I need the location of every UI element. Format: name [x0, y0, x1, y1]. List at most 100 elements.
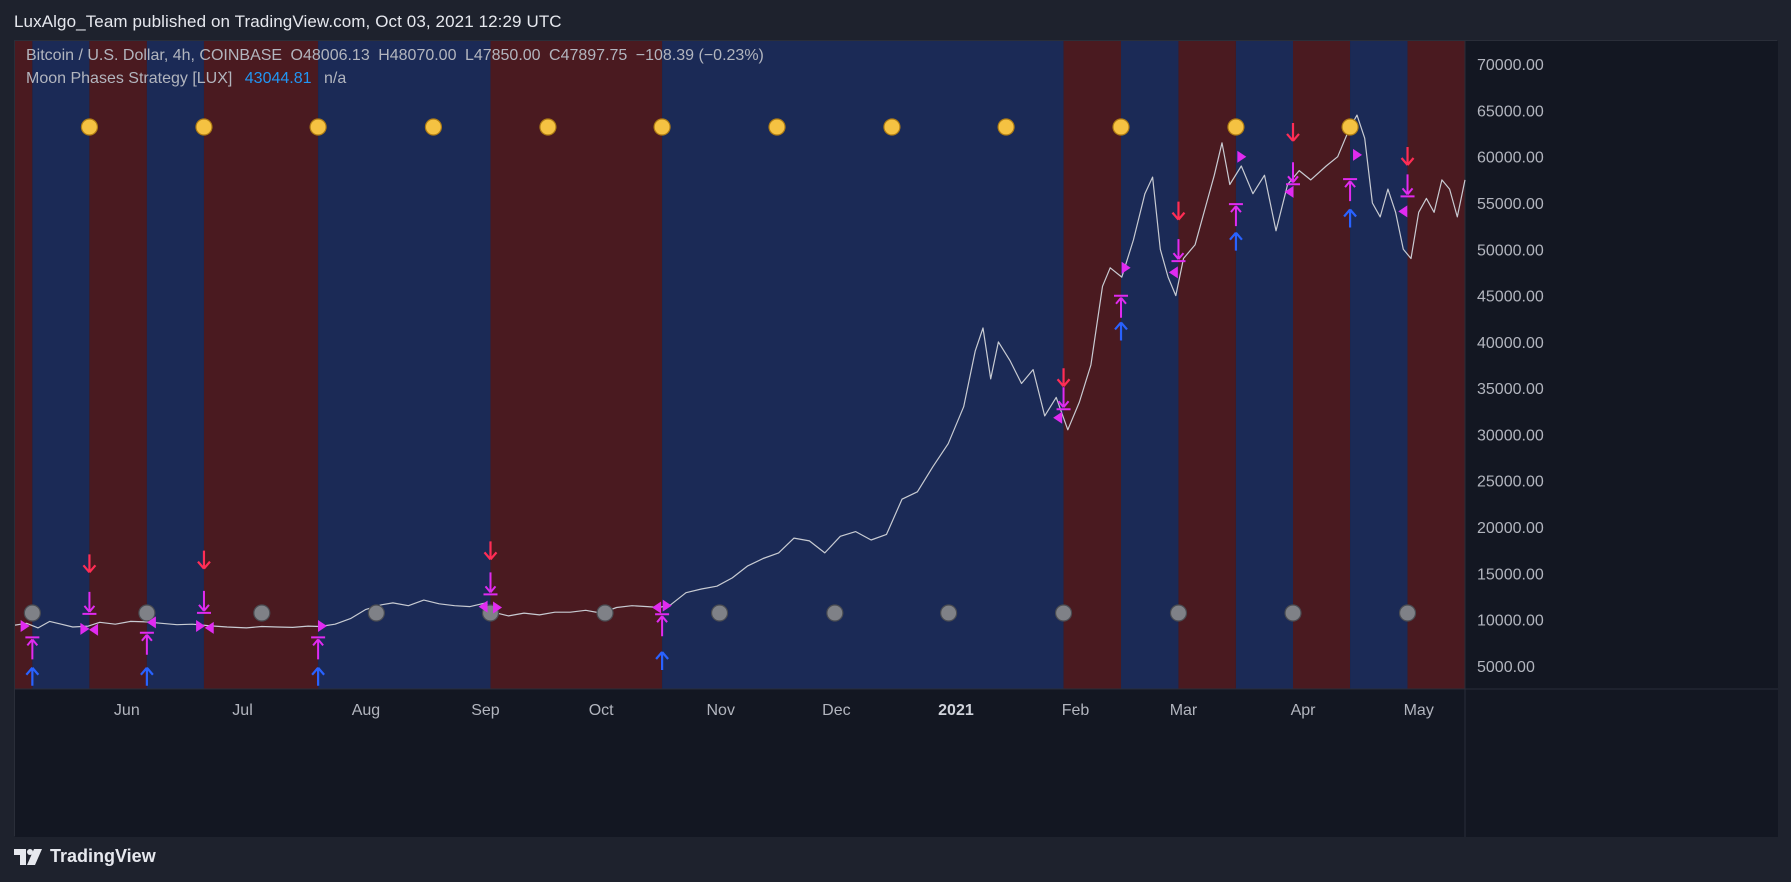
trade-right-triangle: [493, 601, 503, 614]
full-moon-icon: [195, 118, 213, 136]
price-axis-tick: 45000.00: [1477, 289, 1544, 306]
bearish-zone: [490, 41, 663, 689]
price-axis-tick: 50000.00: [1477, 242, 1544, 259]
time-axis-tick: Oct: [589, 702, 614, 719]
price-axis-tick: 20000.00: [1477, 520, 1544, 537]
long-entry-marker: [655, 613, 670, 637]
bearish-zone: [89, 41, 147, 689]
buy-arrow-icon: [311, 667, 325, 686]
bearish-zone: [1407, 41, 1465, 689]
price-chart[interactable]: 5000.00 10000.00 15000.00 20000.00 25000.00 3…: [15, 41, 1778, 837]
full-moon-icon: [539, 118, 557, 136]
buy-arrow-icon: [1229, 231, 1243, 251]
new-moon-icon: [253, 604, 271, 622]
full-moon-icon: [883, 118, 901, 136]
full-moon-icon: [768, 118, 786, 136]
footer-brand-label: TradingView: [50, 846, 156, 866]
short-entry-marker: [1400, 174, 1415, 198]
new-moon-icon: [367, 604, 385, 622]
price-axis-tick: 55000.00: [1477, 196, 1544, 213]
long-entry-marker: [139, 631, 154, 655]
bearish-zone: [1178, 41, 1236, 689]
price-axis-tick: 70000.00: [1477, 57, 1544, 74]
full-moon-icon: [997, 118, 1015, 136]
buy-arrow-icon: [1343, 208, 1357, 228]
price-axis-tick: 60000.00: [1477, 150, 1544, 167]
symbol-legend[interactable]: Bitcoin / U.S. Dollar, 4h, COINBASE O480…: [26, 47, 764, 65]
time-axis-tick: Mar: [1170, 702, 1198, 719]
footer-brand[interactable]: TradingView: [14, 846, 156, 867]
high-value: H48070.00: [378, 47, 457, 64]
short-entry-marker: [1056, 387, 1071, 411]
price-line: [15, 114, 1466, 629]
time-axis-tick: Sep: [471, 702, 500, 719]
long-entry-marker: [1228, 203, 1243, 227]
bearish-zone: [15, 41, 33, 689]
sell-arrow-icon: [1286, 122, 1300, 142]
price-axis-tick: 35000.00: [1477, 381, 1544, 398]
bearish-zone: [1063, 41, 1122, 689]
trade-right-triangle: [317, 620, 327, 633]
close-value: C47897.75: [549, 47, 628, 64]
new-moon-icon: [596, 604, 614, 622]
full-moon-icon: [309, 118, 327, 136]
time-axis-tick: 2021: [938, 702, 974, 719]
new-moon-icon: [710, 604, 729, 622]
bullish-zone: [318, 41, 491, 689]
full-moon-icon: [1227, 118, 1245, 136]
new-moon-icon: [1169, 604, 1188, 622]
price-axis-tick: 65000.00: [1477, 103, 1544, 120]
trade-left-triangle: [478, 600, 488, 613]
bullish-zone: [32, 41, 90, 689]
bearish-zone: [1293, 41, 1351, 689]
indicator-legend[interactable]: Moon Phases Strategy [LUX] 43044.81 n/a: [26, 70, 346, 88]
long-entry-marker: [311, 636, 326, 660]
sell-arrow-icon: [197, 550, 211, 570]
time-axis-tick: Apr: [1291, 702, 1317, 719]
new-moon-icon: [1284, 604, 1302, 622]
price-axis-tick: 15000.00: [1477, 566, 1544, 583]
full-moon-icon: [424, 118, 443, 136]
tradingview-logo-icon: [14, 848, 42, 865]
new-moon-icon: [138, 604, 156, 622]
bullish-zone: [1235, 41, 1294, 689]
published-header: LuxAlgo_Team published on TradingView.co…: [14, 12, 562, 31]
symbol-title[interactable]: Bitcoin / U.S. Dollar, 4h, COINBASE: [26, 47, 283, 64]
buy-arrow-icon: [655, 651, 669, 671]
indicator-name[interactable]: Moon Phases Strategy [LUX]: [26, 70, 233, 87]
short-entry-marker: [82, 591, 97, 615]
time-axis-tick: May: [1404, 702, 1434, 719]
trade-right-triangle: [1353, 148, 1363, 161]
short-entry-marker: [1171, 239, 1186, 263]
new-moon-icon: [940, 604, 958, 622]
trade-left-triangle: [652, 601, 662, 614]
bullish-zone: [662, 41, 1064, 689]
sell-arrow-icon: [1171, 201, 1186, 221]
buy-arrow-icon: [140, 667, 154, 686]
time-axis-tick: Dec: [822, 702, 850, 719]
time-axis-panel: [15, 689, 1778, 837]
trade-right-triangle: [20, 620, 30, 633]
short-entry-marker: [196, 590, 211, 614]
trade-left-triangle: [1398, 205, 1408, 218]
time-axis-tick: Aug: [352, 702, 380, 719]
sell-arrow-icon: [483, 541, 498, 561]
full-moon-icon: [1341, 118, 1359, 136]
full-moon-icon: [80, 118, 99, 136]
price-axis-tick: 5000.00: [1477, 659, 1535, 676]
long-entry-marker: [1343, 178, 1358, 202]
new-moon-icon: [23, 604, 41, 622]
trade-right-triangle: [1121, 261, 1131, 274]
time-axis-tick: Feb: [1062, 702, 1090, 719]
new-moon-icon: [1398, 604, 1417, 622]
sell-arrow-icon: [82, 554, 97, 574]
trade-right-triangle: [80, 622, 90, 635]
new-moon-icon: [826, 604, 844, 622]
low-value: L47850.00: [464, 47, 541, 64]
bullish-zone: [1350, 41, 1408, 689]
time-axis-tick: Jul: [232, 702, 252, 719]
trade-left-triangle: [204, 621, 214, 634]
short-entry-marker: [1286, 162, 1301, 186]
indicator-na: n/a: [323, 70, 347, 87]
chart-panel[interactable]: 5000.00 10000.00 15000.00 20000.00 25000.00 3…: [14, 40, 1778, 837]
